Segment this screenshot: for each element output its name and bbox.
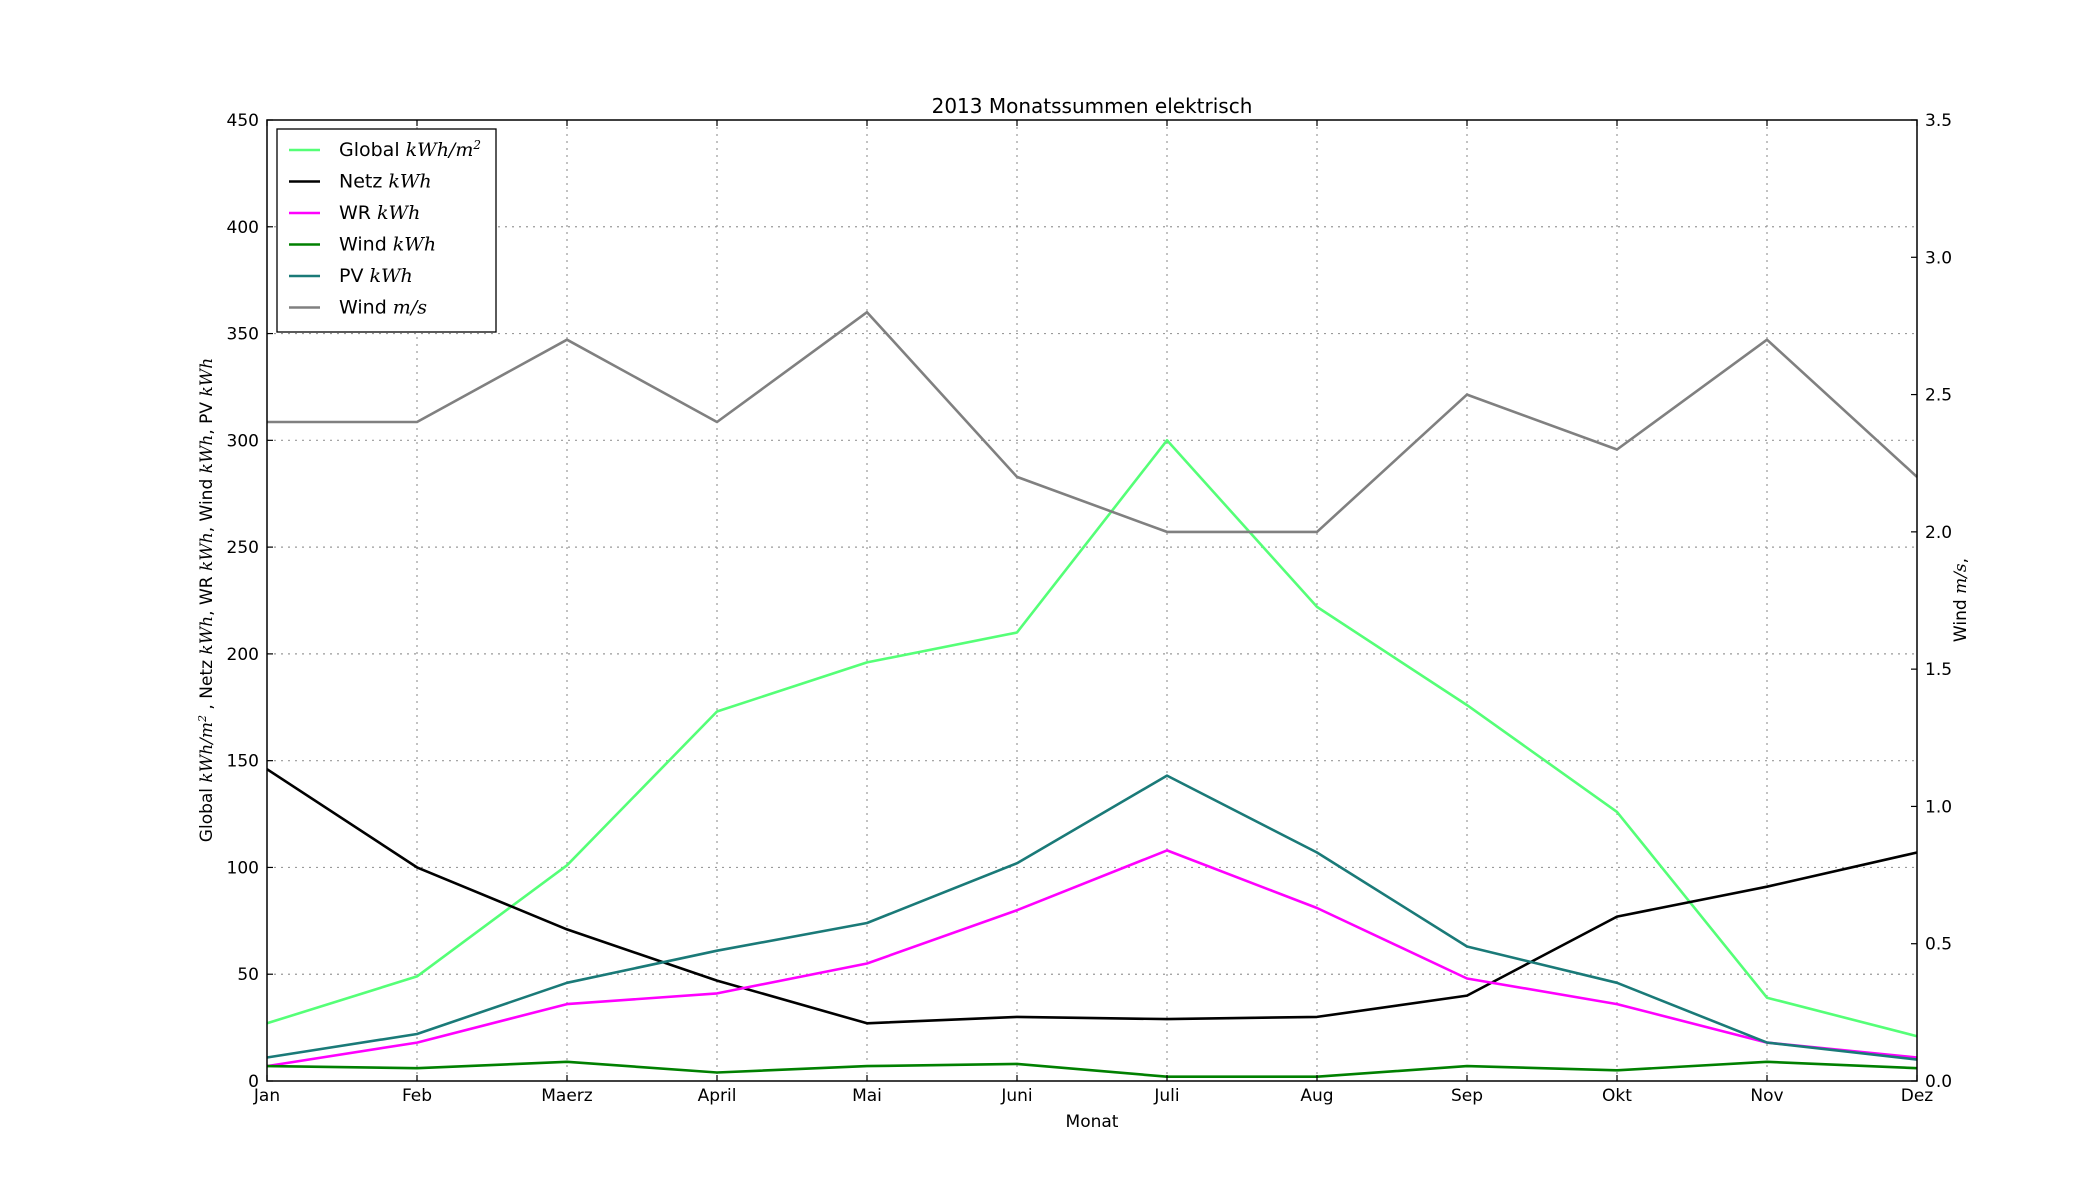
y-tick-label: 150 (227, 752, 259, 772)
y2-tick-label: 3.0 (1925, 248, 1952, 268)
x-tick-label: Aug (1300, 1086, 1333, 1106)
y2-tick-label: 1.5 (1925, 660, 1952, 680)
legend-label-global-kwh-m: Global kWh/m2 (339, 138, 481, 161)
legend-label-pv-kwh: PV kWh (339, 265, 413, 287)
y2-tick-label: 0.5 (1925, 935, 1952, 955)
x-tick-label: Nov (1750, 1086, 1783, 1106)
x-tick-label: Dez (1901, 1086, 1934, 1106)
y-axis-label: Global kWh/m2 , Netz kWh, WR kWh, Wind k… (196, 358, 218, 842)
series-line-pv-kwh (266, 774, 1918, 1061)
y-tick-label: 100 (227, 858, 259, 878)
x-tick-label: Maerz (541, 1086, 593, 1106)
y-tick-label: 50 (237, 965, 259, 985)
legend-label-wind-kwh: Wind kWh (339, 234, 436, 256)
x-axis-label: Monat (1066, 1112, 1119, 1132)
y2-tick-label: 0.0 (1925, 1072, 1952, 1092)
y-tick-label: 250 (227, 538, 259, 558)
y-tick-label: 200 (227, 645, 259, 665)
y-tick-label: 450 (227, 111, 259, 131)
y2-tick-label: 3.5 (1925, 111, 1952, 131)
legend-label-netz-kwh: Netz kWh (339, 171, 432, 193)
y-tick-label: 300 (227, 431, 259, 451)
x-tick-label: April (698, 1086, 737, 1106)
x-tick-label: Feb (402, 1086, 432, 1106)
y-tick-label: 400 (227, 218, 259, 238)
legend-label-wind-m-s: Wind m/s (339, 297, 427, 319)
x-tick-label: Jan (253, 1086, 280, 1106)
x-tick-label: Juli (1153, 1086, 1179, 1106)
x-tick-label: Sep (1451, 1086, 1483, 1106)
y2-tick-label: 1.0 (1925, 797, 1952, 817)
plot-area-frame (266, 119, 1918, 1082)
y-tick-label: 350 (227, 325, 259, 345)
legend-box (276, 128, 497, 333)
series-line-wr-kwh (266, 849, 1918, 1068)
legend: Global kWh/m2 Netz kWh WR kWh Wind kWh PV kW… (276, 128, 497, 333)
series-lines (266, 310, 1918, 1078)
series-line-global-kwh-m (266, 438, 1918, 1038)
series-line-wind-m-s (267, 310, 1918, 534)
x-tick-label: Juni (1000, 1086, 1032, 1106)
series-line-netz-kwh (266, 768, 1918, 1025)
y2-tick-label: 2.0 (1925, 523, 1952, 543)
grid (267, 120, 1917, 1081)
legend-label-wr-kwh: WR kWh (339, 202, 420, 224)
y2-axis-label: Wind m/s, (1951, 558, 1971, 642)
y-tick-label: 0 (248, 1072, 259, 1092)
y2-tick-label: 2.5 (1925, 386, 1952, 406)
axis-ticks: Jan Feb Maerz April Mai Juni Juli Aug Sep Okt Nov D… (227, 111, 1953, 1106)
x-tick-label: Mai (852, 1086, 882, 1106)
chart-title: 2013 Monatssummen elektrisch (932, 94, 1253, 118)
series-line-wind-kwh (266, 1060, 1918, 1078)
x-tick-label: Okt (1602, 1086, 1632, 1106)
